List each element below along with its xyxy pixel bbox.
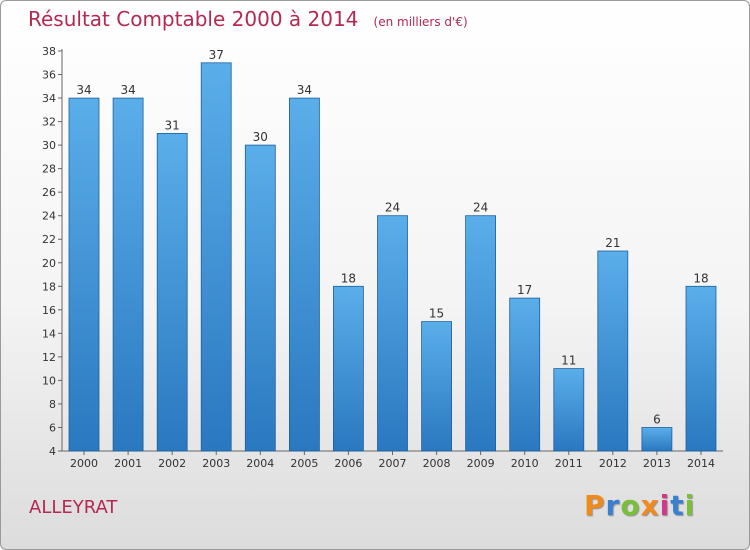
y-tick-label: 20 [42,257,56,270]
data-label-2005: 34 [297,83,312,97]
x-tick-label-2011: 2011 [555,457,583,470]
chart-unit-note: (en milliers d'€) [373,15,468,29]
data-label-2000: 34 [76,83,91,97]
bar-2000 [68,97,100,452]
x-tick-label-2014: 2014 [687,457,715,470]
data-label-2010: 17 [517,283,532,297]
logo-letter: P [584,489,606,522]
x-tick-label-2003: 2003 [202,457,230,470]
bar-2003 [200,62,232,452]
x-tick-label-2002: 2002 [158,457,186,470]
bar-2012 [597,250,629,452]
y-tick-label: 8 [49,398,56,411]
bar-2002 [156,132,188,452]
x-tick-label-2006: 2006 [334,457,362,470]
data-label-2013: 6 [653,412,661,426]
logo-letter: i [684,489,696,522]
bar-2014 [685,285,717,452]
y-tick-label: 26 [42,186,56,199]
x-tick-label-2000: 2000 [70,457,98,470]
y-tick-label: 36 [42,69,56,82]
bar-2009 [465,215,497,452]
logo-letter: i [659,489,671,522]
x-tick-label-2007: 2007 [379,457,407,470]
y-tick-label: 24 [42,210,56,223]
bar-2004 [244,144,276,452]
logo-letter: t [670,489,685,522]
bars [68,62,717,452]
data-label-2009: 24 [473,201,488,215]
data-label-2002: 31 [165,118,180,132]
y-tick-label: 28 [42,163,56,176]
commune-name: ALLEYRAT [29,497,118,518]
bar-2011 [553,368,585,452]
axes: 4 6 8 10 12 14 16 18 20 22 24 26 28 30 32 34 36 38 2000 200… [42,45,723,470]
y-tick-label: 4 [49,445,56,458]
data-label-2003: 37 [209,48,224,62]
y-tick-label: 12 [42,351,56,364]
data-label-2007: 24 [385,201,400,215]
data-label-2014: 18 [693,271,708,285]
data-label-2011: 11 [561,354,576,368]
x-tick-label-2010: 2010 [511,457,539,470]
chart-title: Résultat Comptable 2000 à 2014 [28,7,359,31]
y-tick-label: 6 [49,421,56,434]
x-tick-label-2004: 2004 [246,457,274,470]
data-label-2001: 34 [120,83,135,97]
x-tick-label-2012: 2012 [599,457,627,470]
bar-2007 [377,215,408,452]
bar-2013 [641,427,673,452]
y-tick-label: 32 [42,116,56,129]
y-tick-label: 30 [42,139,56,152]
x-tick-label-2008: 2008 [423,457,451,470]
data-label-2004: 30 [253,130,268,144]
labels: 34 34 31 37 30 34 18 24 15 24 17 11 21 6 18 [76,48,708,427]
logo-letter: x [640,489,660,522]
x-tick-label-2001: 2001 [114,457,142,470]
data-label-2008: 15 [429,307,444,321]
proxiti-logo: Proxiti [584,489,695,522]
x-tick-label-2005: 2005 [290,457,318,470]
logo-letter: r [605,489,621,522]
y-tick-label: 38 [42,45,56,58]
title-row: Résultat Comptable 2000 à 2014 (en milli… [28,7,468,31]
x-tick-label-2013: 2013 [643,457,671,470]
data-label-2012: 21 [605,236,620,250]
y-tick-label: 14 [42,327,56,340]
y-tick-label: 34 [42,92,56,105]
x-tick-label-2009: 2009 [467,457,495,470]
bar-2010 [509,297,541,452]
bar-2006 [332,285,364,452]
y-tick-label: 22 [42,233,56,246]
y-tick-label: 16 [42,304,56,317]
data-label-2006: 18 [341,271,356,285]
bar-2001 [112,97,144,452]
logo-letter: o [620,489,641,522]
bar-2005 [288,97,320,452]
y-tick-label: 18 [42,280,56,293]
bar-2008 [421,321,453,452]
y-tick-label: 10 [42,374,56,387]
